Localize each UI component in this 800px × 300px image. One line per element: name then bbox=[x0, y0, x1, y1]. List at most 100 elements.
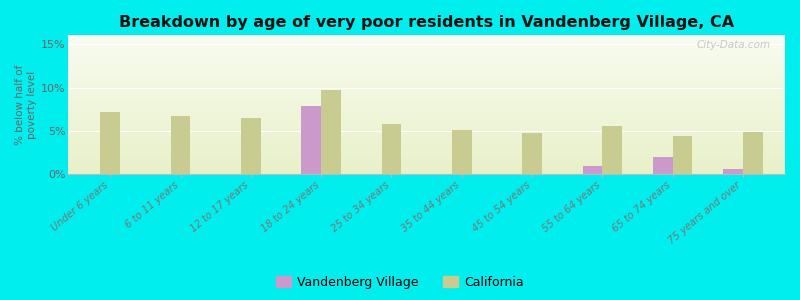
Bar bbox=[68, 141, 785, 142]
Bar bbox=[743, 132, 762, 175]
Bar bbox=[68, 116, 785, 117]
Bar bbox=[68, 87, 785, 88]
Bar bbox=[101, 112, 120, 175]
Bar bbox=[68, 69, 785, 70]
Bar bbox=[68, 52, 785, 53]
Bar bbox=[68, 54, 785, 55]
Bar bbox=[68, 166, 785, 167]
Text: City-Data.com: City-Data.com bbox=[697, 40, 770, 50]
Bar bbox=[68, 159, 785, 160]
Bar bbox=[582, 166, 602, 175]
Legend: Vandenberg Village, California: Vandenberg Village, California bbox=[270, 271, 530, 294]
Bar bbox=[68, 144, 785, 145]
Bar bbox=[68, 170, 785, 171]
Bar bbox=[68, 72, 785, 73]
Bar bbox=[68, 50, 785, 51]
Bar bbox=[68, 43, 785, 44]
Bar bbox=[68, 36, 785, 37]
Bar bbox=[68, 74, 785, 75]
Bar bbox=[68, 91, 785, 92]
Bar bbox=[68, 106, 785, 107]
Bar bbox=[68, 107, 785, 108]
Bar bbox=[68, 44, 785, 45]
Bar bbox=[68, 60, 785, 61]
Bar bbox=[68, 88, 785, 89]
Bar bbox=[241, 118, 261, 175]
Bar bbox=[602, 126, 622, 175]
Bar bbox=[68, 85, 785, 86]
Bar bbox=[68, 40, 785, 41]
Bar bbox=[68, 124, 785, 125]
Bar bbox=[68, 67, 785, 68]
Bar bbox=[68, 148, 785, 149]
Bar bbox=[68, 140, 785, 141]
Bar bbox=[68, 37, 785, 38]
Bar bbox=[68, 154, 785, 155]
Bar bbox=[68, 85, 785, 86]
Bar bbox=[68, 55, 785, 56]
Bar bbox=[68, 139, 785, 140]
Bar bbox=[68, 146, 785, 147]
Bar bbox=[68, 95, 785, 96]
Title: Breakdown by age of very poor residents in Vandenberg Village, CA: Breakdown by age of very poor residents … bbox=[119, 15, 734, 30]
Bar bbox=[68, 137, 785, 138]
Bar bbox=[653, 157, 673, 175]
Bar bbox=[68, 38, 785, 39]
Bar bbox=[68, 61, 785, 62]
Bar bbox=[68, 161, 785, 162]
Bar bbox=[68, 45, 785, 46]
Bar bbox=[68, 71, 785, 72]
Bar bbox=[68, 103, 785, 104]
Bar bbox=[68, 122, 785, 123]
Bar bbox=[68, 136, 785, 137]
Bar bbox=[68, 86, 785, 87]
Bar bbox=[68, 120, 785, 121]
Bar bbox=[68, 80, 785, 81]
Bar bbox=[68, 132, 785, 133]
Bar bbox=[68, 70, 785, 71]
Bar bbox=[68, 125, 785, 126]
Bar bbox=[68, 102, 785, 103]
Bar bbox=[68, 93, 785, 94]
Bar bbox=[68, 47, 785, 48]
Bar bbox=[68, 64, 785, 65]
Bar bbox=[68, 167, 785, 168]
Bar bbox=[68, 111, 785, 112]
Bar bbox=[68, 81, 785, 82]
Bar bbox=[68, 118, 785, 119]
Bar bbox=[68, 62, 785, 63]
Bar bbox=[68, 39, 785, 40]
Bar bbox=[68, 121, 785, 122]
Bar bbox=[68, 79, 785, 80]
Bar bbox=[68, 49, 785, 50]
Bar bbox=[68, 171, 785, 172]
Bar bbox=[68, 114, 785, 115]
Bar bbox=[68, 112, 785, 113]
Bar bbox=[68, 41, 785, 42]
Bar bbox=[68, 92, 785, 93]
Bar bbox=[321, 90, 341, 175]
Bar bbox=[68, 142, 785, 143]
Bar bbox=[68, 129, 785, 130]
Bar bbox=[68, 172, 785, 173]
Bar bbox=[522, 133, 542, 175]
Bar bbox=[68, 109, 785, 110]
Bar bbox=[68, 119, 785, 120]
Bar bbox=[68, 173, 785, 174]
Bar bbox=[170, 116, 190, 175]
Bar bbox=[68, 42, 785, 43]
Bar bbox=[68, 138, 785, 139]
Bar bbox=[68, 143, 785, 144]
Bar bbox=[68, 113, 785, 114]
Bar bbox=[68, 155, 785, 156]
Bar bbox=[68, 99, 785, 100]
Bar bbox=[68, 128, 785, 129]
Bar bbox=[68, 165, 785, 166]
Bar bbox=[68, 157, 785, 158]
Bar bbox=[68, 145, 785, 146]
Bar bbox=[68, 163, 785, 164]
Bar bbox=[68, 76, 785, 77]
Bar bbox=[68, 84, 785, 85]
Bar bbox=[68, 46, 785, 47]
Bar bbox=[452, 130, 471, 175]
